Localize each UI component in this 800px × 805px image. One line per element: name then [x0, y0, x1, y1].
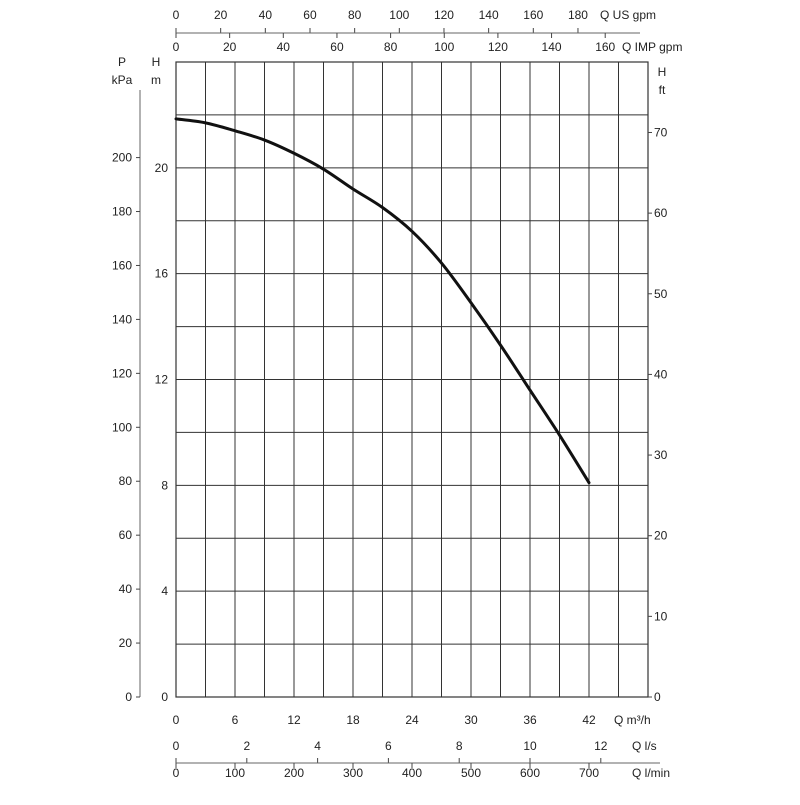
x-tick-label-m3h: 30 [464, 713, 478, 727]
tick-label-x_bottom_ls: 6 [385, 739, 392, 753]
y-tick-label-kpa: 20 [119, 636, 133, 650]
y-tick-label-kpa: 140 [112, 312, 132, 326]
y-tick-label-kpa: 200 [112, 151, 132, 165]
tick-label-x_top_imp: 120 [488, 40, 508, 54]
x-tick-label-m3h: 42 [582, 713, 596, 727]
tick-label-x_top_imp: 40 [277, 40, 291, 54]
tick-label-x_top_imp: 0 [173, 40, 180, 54]
y-tick-label-ft: 30 [654, 448, 668, 462]
tick-label-x_top_us: 160 [523, 8, 543, 22]
tick-label-x_bottom_ls: 4 [314, 739, 321, 753]
y-tick-label-kpa: 180 [112, 205, 132, 219]
tick-label-x_top_us: 80 [348, 8, 362, 22]
tick-label-x_top_imp: 60 [330, 40, 344, 54]
tick-label-x_bottom_ls: 12 [594, 739, 608, 753]
tick-label-x_bottom_lmin: 600 [520, 766, 540, 780]
y-tick-label-kpa: 60 [119, 528, 133, 542]
x-tick-label-m3h: 0 [173, 713, 180, 727]
y-axis-title-h-right: H [658, 65, 667, 79]
tick-label-x_top_imp: 80 [384, 40, 398, 54]
y-tick-label-ft: 70 [654, 125, 668, 139]
tick-label-x_top_us: 100 [389, 8, 409, 22]
y-tick-label-m: 4 [161, 584, 168, 598]
tick-label-x_bottom_ls: 8 [456, 739, 463, 753]
axis-label-x_top_imp: Q IMP gpm [622, 40, 682, 54]
y-tick-label-ft: 60 [654, 206, 668, 220]
tick-label-x_bottom_lmin: 700 [579, 766, 599, 780]
y-tick-label-ft: 10 [654, 609, 668, 623]
tick-label-x_top_us: 60 [303, 8, 317, 22]
y-tick-label-kpa: 100 [112, 420, 132, 434]
tick-label-x_bottom_lmin: 500 [461, 766, 481, 780]
x-tick-label-m3h: 18 [346, 713, 360, 727]
y-tick-label-kpa: 0 [125, 690, 132, 704]
y-tick-label-m: 16 [155, 267, 169, 281]
tick-label-x_bottom_lmin: 0 [173, 766, 180, 780]
y-axis-unit-ft: ft [659, 83, 666, 97]
y-tick-label-ft: 20 [654, 529, 668, 543]
tick-label-x_top_us: 180 [568, 8, 588, 22]
y-tick-label-m: 8 [161, 478, 168, 492]
x-tick-label-m3h: 6 [232, 713, 239, 727]
axis-label-x_bottom_lmin: Q l/min [632, 766, 670, 780]
axis-label-x_top_us: Q US gpm [600, 8, 656, 22]
x-tick-label-m3h: 24 [405, 713, 419, 727]
y-tick-label-ft: 0 [654, 690, 661, 704]
x-tick-label-m3h: 12 [287, 713, 301, 727]
y-axis-title-p: P [118, 55, 126, 69]
tick-label-x_bottom_lmin: 300 [343, 766, 363, 780]
tick-label-x_top_us: 40 [259, 8, 273, 22]
tick-label-x_top_imp: 20 [223, 40, 237, 54]
y-tick-label-kpa: 80 [119, 474, 133, 488]
x-tick-label-m3h: 36 [523, 713, 537, 727]
y-tick-label-m: 20 [155, 161, 169, 175]
y-axis-unit-m: m [151, 73, 161, 87]
tick-label-x_top_us: 20 [214, 8, 228, 22]
y-tick-label-m: 12 [155, 373, 169, 387]
tick-label-x_top_us: 140 [479, 8, 499, 22]
y-tick-label-kpa: 40 [119, 582, 133, 596]
tick-label-x_bottom_ls: 2 [243, 739, 250, 753]
tick-label-x_bottom_lmin: 100 [225, 766, 245, 780]
grid [176, 62, 648, 697]
y-tick-label-ft: 50 [654, 287, 668, 301]
y-axis-unit-kpa: kPa [112, 73, 133, 87]
tick-label-x_top_imp: 140 [542, 40, 562, 54]
axis-label-x_bottom_ls: Q l/s [632, 739, 657, 753]
tick-label-x_bottom_lmin: 400 [402, 766, 422, 780]
tick-label-x_top_imp: 160 [595, 40, 615, 54]
y-tick-label-kpa: 120 [112, 366, 132, 380]
y-axis-title-h: H [152, 55, 161, 69]
y-tick-label-ft: 40 [654, 367, 668, 381]
y-tick-label-kpa: 160 [112, 258, 132, 272]
tick-label-x_top_imp: 100 [434, 40, 454, 54]
x-axis-label-m3h: Q m³/h [614, 713, 651, 727]
tick-label-x_bottom_ls: 10 [523, 739, 537, 753]
tick-label-x_bottom_ls: 0 [173, 739, 180, 753]
tick-label-x_bottom_lmin: 200 [284, 766, 304, 780]
y-tick-label-m: 0 [161, 690, 168, 704]
tick-label-x_top_us: 120 [434, 8, 454, 22]
tick-label-x_top_us: 0 [173, 8, 180, 22]
